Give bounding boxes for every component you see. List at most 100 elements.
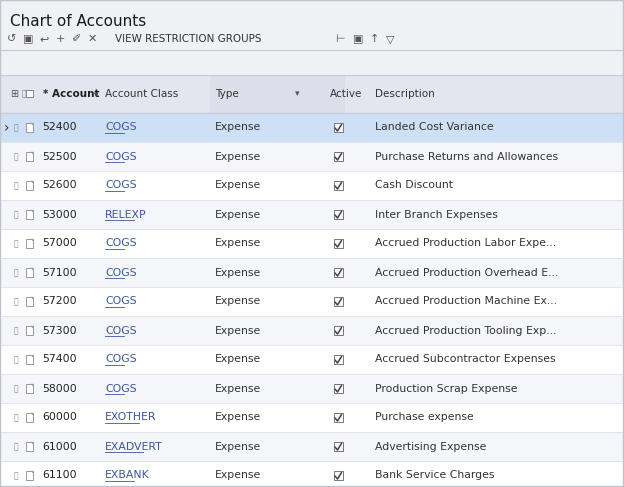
Bar bbox=[333, 326, 343, 335]
Bar bbox=[26, 326, 33, 335]
Text: 57400: 57400 bbox=[42, 355, 77, 364]
Text: ▾: ▾ bbox=[295, 90, 300, 98]
Text: 57300: 57300 bbox=[42, 325, 77, 336]
Text: Expense: Expense bbox=[215, 325, 261, 336]
Text: 🔒: 🔒 bbox=[14, 152, 18, 161]
Bar bbox=[333, 268, 343, 277]
Bar bbox=[333, 123, 343, 132]
Bar bbox=[26, 123, 33, 132]
Bar bbox=[26, 471, 33, 480]
Text: 52600: 52600 bbox=[42, 181, 77, 190]
Bar bbox=[0, 403, 624, 432]
Text: COGS: COGS bbox=[105, 151, 137, 162]
Text: 61000: 61000 bbox=[42, 442, 77, 451]
Bar bbox=[0, 287, 624, 316]
Text: Expense: Expense bbox=[215, 181, 261, 190]
Text: Expense: Expense bbox=[215, 151, 261, 162]
Text: ✐: ✐ bbox=[71, 34, 80, 44]
Text: 🔒: 🔒 bbox=[14, 268, 18, 277]
Text: 🔒: 🔒 bbox=[14, 384, 18, 393]
Bar bbox=[26, 181, 33, 190]
Text: Expense: Expense bbox=[215, 442, 261, 451]
Bar bbox=[0, 461, 624, 487]
Bar bbox=[0, 200, 624, 229]
Bar bbox=[26, 152, 33, 161]
Text: Description: Description bbox=[375, 89, 435, 99]
Text: ⊞: ⊞ bbox=[10, 89, 18, 99]
Text: 58000: 58000 bbox=[42, 383, 77, 393]
Bar bbox=[333, 239, 343, 248]
Text: Expense: Expense bbox=[215, 267, 261, 278]
Text: 61100: 61100 bbox=[42, 470, 77, 481]
Text: 🔒: 🔒 bbox=[14, 210, 18, 219]
Text: 52400: 52400 bbox=[42, 123, 77, 132]
Text: Purchase Returns and Allowances: Purchase Returns and Allowances bbox=[375, 151, 558, 162]
Bar bbox=[333, 471, 343, 480]
Text: 🔒: 🔒 bbox=[14, 471, 18, 480]
Text: EXBANK: EXBANK bbox=[105, 470, 150, 481]
Text: Expense: Expense bbox=[215, 209, 261, 220]
Bar bbox=[0, 258, 624, 287]
Text: Expense: Expense bbox=[215, 383, 261, 393]
Text: Advertising Expense: Advertising Expense bbox=[375, 442, 486, 451]
Text: Accrued Production Labor Expe...: Accrued Production Labor Expe... bbox=[375, 239, 556, 248]
Text: ↑: ↑ bbox=[369, 34, 379, 44]
Text: 🔒: 🔒 bbox=[14, 239, 18, 248]
Text: ▣: ▣ bbox=[22, 34, 33, 44]
Text: EXOTHER: EXOTHER bbox=[105, 412, 157, 423]
Text: Chart of Accounts: Chart of Accounts bbox=[10, 14, 146, 29]
Text: ↺: ↺ bbox=[7, 34, 17, 44]
Bar bbox=[26, 442, 33, 451]
Text: ›: › bbox=[4, 120, 9, 134]
Text: Expense: Expense bbox=[215, 412, 261, 423]
Text: EXADVERT: EXADVERT bbox=[105, 442, 163, 451]
Bar bbox=[0, 229, 624, 258]
Bar bbox=[333, 297, 343, 306]
Text: 57200: 57200 bbox=[42, 297, 77, 306]
Bar bbox=[26, 90, 33, 97]
Bar bbox=[333, 384, 343, 393]
Text: Expense: Expense bbox=[215, 123, 261, 132]
Text: ▾: ▾ bbox=[94, 90, 98, 98]
Bar bbox=[210, 75, 345, 113]
Text: Inter Branch Expenses: Inter Branch Expenses bbox=[375, 209, 498, 220]
Text: COGS: COGS bbox=[105, 181, 137, 190]
Bar bbox=[0, 113, 624, 142]
Text: Expense: Expense bbox=[215, 355, 261, 364]
Text: 57000: 57000 bbox=[42, 239, 77, 248]
Bar bbox=[333, 355, 343, 364]
Text: Expense: Expense bbox=[215, 470, 261, 481]
Bar bbox=[26, 239, 33, 248]
Text: Expense: Expense bbox=[215, 239, 261, 248]
Text: Accrued Production Overhead E...: Accrued Production Overhead E... bbox=[375, 267, 558, 278]
Text: 60000: 60000 bbox=[42, 412, 77, 423]
Text: COGS: COGS bbox=[105, 355, 137, 364]
Text: Landed Cost Variance: Landed Cost Variance bbox=[375, 123, 494, 132]
Text: * Account: * Account bbox=[43, 89, 99, 99]
Text: 🔒: 🔒 bbox=[22, 90, 26, 98]
Bar bbox=[26, 210, 33, 219]
Text: COGS: COGS bbox=[105, 123, 137, 132]
Bar bbox=[0, 374, 624, 403]
Bar bbox=[0, 142, 624, 171]
Text: ↩: ↩ bbox=[39, 34, 49, 44]
Text: Account Class: Account Class bbox=[105, 89, 178, 99]
Text: 57100: 57100 bbox=[42, 267, 77, 278]
Text: COGS: COGS bbox=[105, 239, 137, 248]
Bar bbox=[333, 152, 343, 161]
Text: 🔒: 🔒 bbox=[14, 442, 18, 451]
Text: Active: Active bbox=[330, 89, 363, 99]
Text: 🔒: 🔒 bbox=[14, 413, 18, 422]
Bar bbox=[26, 268, 33, 277]
Text: Bank Service Charges: Bank Service Charges bbox=[375, 470, 494, 481]
Text: COGS: COGS bbox=[105, 267, 137, 278]
Bar bbox=[0, 75, 624, 113]
Bar bbox=[0, 316, 624, 345]
Bar bbox=[333, 442, 343, 451]
Text: VIEW RESTRICTION GROUPS: VIEW RESTRICTION GROUPS bbox=[115, 34, 261, 44]
Bar bbox=[0, 345, 624, 374]
Text: 52500: 52500 bbox=[42, 151, 77, 162]
Text: Purchase expense: Purchase expense bbox=[375, 412, 474, 423]
Text: 53000: 53000 bbox=[42, 209, 77, 220]
Bar bbox=[0, 432, 624, 461]
